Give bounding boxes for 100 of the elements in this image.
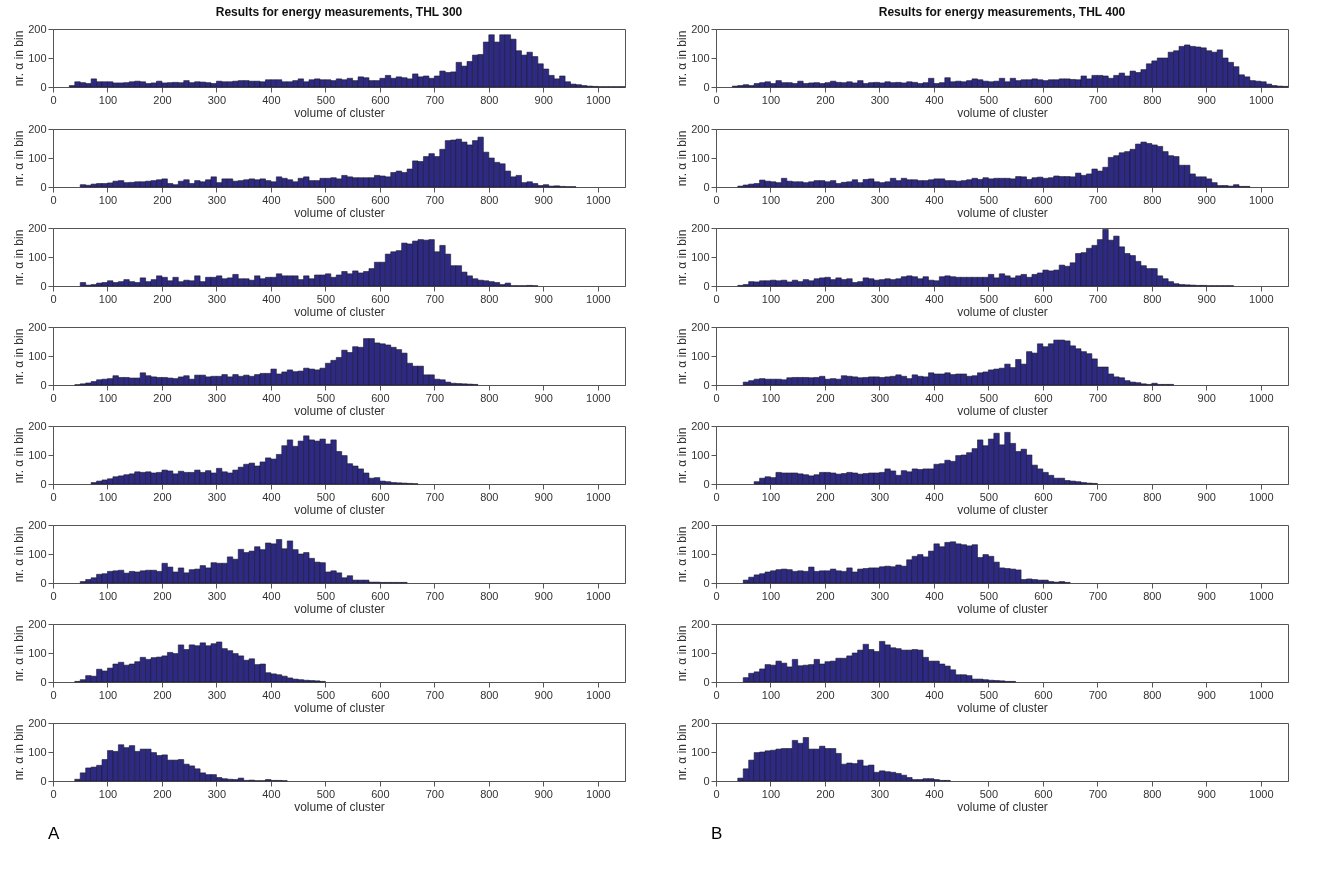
x-tick-label: 500	[979, 688, 999, 701]
x-tick-label: 800	[480, 292, 499, 305]
x-tick-label: 900	[1197, 292, 1216, 305]
chart-title: Results for energy measurements, THL 400	[878, 5, 1126, 19]
x-tick-label: 300	[870, 193, 890, 206]
x-tick-label: 0	[50, 193, 57, 206]
x-tick-label: 600	[371, 193, 390, 206]
x-tick-label: 700	[425, 688, 445, 701]
x-tick-label: 0	[713, 787, 720, 800]
x-tick-label: 500	[316, 787, 336, 800]
x-tick-label: 400	[262, 193, 281, 206]
x-tick-label: 700	[425, 787, 445, 800]
x-tick-label: 200	[153, 193, 172, 206]
y-tick-label: 0	[703, 774, 710, 787]
x-tick-label: 900	[1197, 193, 1216, 206]
x-tick-label: 800	[480, 193, 499, 206]
x-tick-label: 100	[98, 292, 118, 305]
x-tick-label: 400	[262, 688, 281, 701]
x-tick-label: 100	[98, 688, 118, 701]
x-tick-label: 1000	[586, 688, 611, 701]
x-axis-title: volume of cluster	[294, 601, 385, 616]
x-tick-label: 100	[98, 589, 118, 602]
x-tick-label: 900	[1197, 93, 1216, 106]
x-tick-label: 1000	[586, 787, 611, 800]
x-axis-title: volume of cluster	[957, 205, 1048, 220]
x-tick-label: 300	[870, 589, 890, 602]
y-tick-label: 0	[40, 180, 47, 193]
y-tick-label: 100	[28, 151, 47, 164]
x-tick-label: 200	[816, 589, 835, 602]
x-tick-label: 500	[979, 93, 999, 106]
x-tick-label: 200	[153, 93, 172, 106]
y-tick-label: 0	[40, 80, 47, 93]
x-tick-label: 200	[153, 391, 172, 404]
x-tick-label: 400	[925, 589, 944, 602]
y-tick-label: 200	[691, 122, 710, 135]
x-tick-label: 300	[870, 93, 890, 106]
x-tick-label: 700	[425, 490, 445, 503]
x-tick-label: 200	[816, 688, 835, 701]
y-tick-label: 0	[703, 80, 710, 93]
x-tick-label: 100	[761, 688, 781, 701]
y-tick-label: 200	[691, 419, 710, 432]
x-axis-title: volume of cluster	[957, 403, 1048, 418]
x-tick-label: 500	[979, 193, 999, 206]
y-axis-title: nr. α in bin	[12, 625, 27, 682]
x-tick-label: 300	[870, 292, 890, 305]
x-tick-label: 0	[50, 589, 57, 602]
x-tick-label: 700	[1088, 391, 1108, 404]
x-tick-label: 1000	[1249, 688, 1274, 701]
x-tick-label: 1000	[1249, 391, 1274, 404]
x-tick-label: 900	[534, 688, 553, 701]
x-tick-label: 900	[1197, 589, 1216, 602]
x-tick-label: 900	[1197, 688, 1216, 701]
y-axis-title: nr. α in bin	[12, 427, 27, 484]
y-tick-label: 100	[691, 51, 710, 64]
x-tick-label: 1000	[1249, 292, 1274, 305]
x-tick-label: 0	[713, 490, 720, 503]
y-tick-label: 100	[28, 745, 47, 758]
x-tick-label: 1000	[586, 490, 611, 503]
x-tick-label: 100	[761, 490, 781, 503]
x-tick-label: 200	[153, 787, 172, 800]
x-tick-label: 100	[761, 193, 781, 206]
x-tick-label: 100	[98, 787, 118, 800]
x-tick-label: 1000	[1249, 193, 1274, 206]
x-tick-label: 700	[1088, 787, 1108, 800]
x-tick-label: 200	[153, 292, 172, 305]
x-tick-label: 600	[371, 787, 390, 800]
y-tick-label: 0	[40, 774, 47, 787]
x-tick-label: 900	[534, 490, 553, 503]
y-axis-title: nr. α in bin	[675, 427, 690, 484]
x-tick-label: 700	[425, 93, 445, 106]
text: A	[48, 824, 61, 844]
x-tick-label: 400	[262, 391, 281, 404]
y-axis-title: nr. α in bin	[675, 229, 690, 286]
x-tick-label: 200	[153, 490, 172, 503]
x-tick-label: 700	[425, 391, 445, 404]
x-axis-title: volume of cluster	[957, 799, 1048, 814]
x-tick-label: 700	[1088, 292, 1108, 305]
x-tick-label: 400	[925, 787, 944, 800]
y-axis-title: nr. α in bin	[12, 30, 27, 87]
y-tick-label: 100	[28, 349, 47, 362]
x-tick-label: 800	[480, 688, 499, 701]
y-axis-title: nr. α in bin	[12, 526, 27, 583]
x-tick-label: 600	[1034, 688, 1053, 701]
x-tick-label: 500	[979, 490, 999, 503]
x-tick-label: 400	[262, 93, 281, 106]
x-tick-label: 800	[480, 787, 499, 800]
y-tick-label: 100	[28, 250, 47, 263]
x-tick-label: 500	[979, 589, 999, 602]
x-tick-label: 0	[713, 93, 720, 106]
y-tick-label: 200	[691, 518, 710, 531]
x-tick-label: 900	[534, 391, 553, 404]
y-tick-label: 100	[691, 349, 710, 362]
x-tick-label: 0	[713, 589, 720, 602]
x-tick-label: 600	[371, 391, 390, 404]
y-tick-label: 100	[691, 646, 710, 659]
x-tick-label: 900	[534, 292, 553, 305]
y-tick-label: 100	[28, 646, 47, 659]
x-tick-label: 900	[534, 93, 553, 106]
x-tick-label: 600	[1034, 193, 1053, 206]
x-tick-label: 0	[713, 193, 720, 206]
